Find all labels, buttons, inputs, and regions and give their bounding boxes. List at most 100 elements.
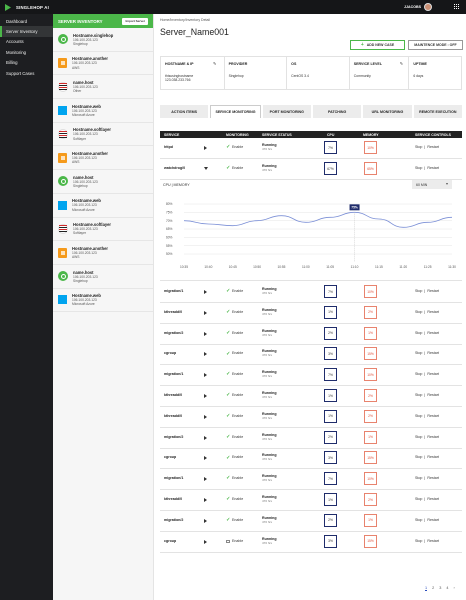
monitoring-checkbox[interactable]: ✓ [226, 165, 231, 172]
server-list-item[interactable]: name.host 106.100.203.123 Singlehop [53, 170, 153, 194]
server-list-item[interactable]: Hostname.web 106.100.203.123 Microsoft Azu… [53, 99, 153, 123]
apps-grid-icon[interactable] [454, 4, 460, 10]
server-list-item[interactable]: name.host 106.100.203.123 Singlehop [53, 265, 153, 289]
stop-button[interactable]: Stop [415, 309, 423, 314]
expand-arrow-icon[interactable] [204, 394, 207, 398]
stop-button[interactable]: Stop [415, 517, 423, 522]
sidebar-item-0[interactable]: Dashboard [6, 18, 28, 24]
restart-button[interactable]: Restart [427, 455, 439, 460]
expand-arrow-icon[interactable] [204, 498, 207, 502]
expand-arrow-icon[interactable] [204, 518, 207, 523]
sidebar-item-1[interactable]: Server Inventory [0, 26, 53, 37]
stop-button[interactable]: Stop [415, 145, 423, 149]
restart-button[interactable]: Restart [427, 413, 439, 418]
restart-button[interactable]: Restart [427, 145, 439, 149]
restart-button[interactable]: Restart [427, 289, 439, 293]
expand-arrow-icon[interactable] [204, 539, 207, 544]
stop-button[interactable]: Stop [415, 476, 423, 481]
monitoring-checkbox[interactable]: ✓ [226, 329, 231, 336]
tab-2[interactable]: PORT MONITORING [262, 105, 311, 118]
server-list-item[interactable]: Hostname.another 106.100.203.123 AWS [53, 52, 153, 76]
monitoring-checkbox[interactable]: ✓ [226, 496, 231, 503]
restart-button[interactable]: Restart [427, 309, 439, 314]
stop-button[interactable]: Stop [415, 413, 423, 418]
monitoring-checkbox[interactable]: ✓ [226, 371, 231, 378]
expand-arrow-icon[interactable] [204, 331, 207, 336]
page-link-1[interactable]: 1 [425, 586, 428, 591]
page-link-4[interactable]: 4 [446, 586, 449, 590]
monitoring-checkbox[interactable]: ✓ [226, 350, 231, 357]
restart-button[interactable]: Restart [427, 497, 439, 501]
restart-button[interactable]: Restart [427, 517, 439, 522]
restart-button[interactable]: Restart [427, 351, 439, 356]
page-link-2[interactable]: 2 [432, 586, 435, 590]
time-range-select[interactable]: 60 MIN [412, 180, 452, 189]
tab-0[interactable]: ACTION ITEMS [160, 105, 209, 118]
maintenance-mode-button[interactable]: MAINTENCE MODE : OFF [408, 40, 463, 50]
restart-button[interactable]: Restart [427, 330, 439, 335]
expand-arrow-icon[interactable] [204, 477, 207, 482]
server-list-item[interactable]: name.host 106.100.203.123 Other [53, 75, 153, 100]
monitoring-checkbox[interactable]: ✓ [226, 475, 231, 482]
app-logo[interactable]: SINGLEHOP AI [5, 3, 49, 11]
sidebar-item-2[interactable]: Accounts [6, 39, 24, 45]
monitoring-checkbox[interactable]: ✓ [226, 392, 231, 399]
expand-arrow-icon[interactable] [204, 290, 207, 294]
restart-button[interactable]: Restart [427, 538, 439, 543]
tab-1[interactable]: SERVICE MONITORING [210, 105, 261, 118]
stop-button[interactable]: Stop [415, 330, 423, 335]
stop-button[interactable]: Stop [415, 351, 423, 356]
server-list-item[interactable]: Hostname.web 106.100.203.123 Microsoft Azu… [53, 289, 153, 313]
import-server-button[interactable]: Import Server [122, 17, 148, 25]
stop-button[interactable]: Stop [415, 289, 423, 293]
sidebar-item-3[interactable]: Monitoring [6, 49, 27, 55]
expand-arrow-icon[interactable] [204, 146, 207, 150]
expand-arrow-icon[interactable] [204, 456, 207, 461]
server-list-item[interactable]: Hostname.softlayer 106.100.203.123 Softlay… [53, 123, 153, 147]
server-list-item[interactable]: Hostname.softlayer 106.100.203.123 Softlay… [53, 218, 153, 242]
expand-arrow-icon[interactable] [204, 435, 207, 440]
monitoring-checkbox[interactable]: ✓ [226, 144, 231, 151]
chart-tabs[interactable]: CPU | MEMORY [163, 183, 190, 187]
next-page-icon[interactable]: › [453, 586, 455, 590]
stop-button[interactable]: Stop [415, 372, 423, 377]
monitoring-checkbox[interactable]: ✓ [226, 433, 231, 440]
sidebar-item-4[interactable]: Billing [6, 60, 18, 66]
restart-button[interactable]: Restart [427, 476, 439, 481]
monitoring-checkbox[interactable] [226, 539, 230, 544]
restart-button[interactable]: Restart [427, 372, 439, 377]
restart-button[interactable]: Restart [427, 166, 439, 170]
tab-5[interactable]: REMOTE EXECUTION [413, 105, 462, 118]
stop-button[interactable]: Stop [415, 538, 423, 543]
page-link-3[interactable]: 3 [439, 586, 442, 590]
breadcrumb[interactable]: Home/Inventory/Inventory Detail [160, 18, 210, 22]
edit-icon[interactable]: ✎ [399, 61, 404, 66]
server-list-item[interactable]: Hostname.web 106.100.203.123 Microsoft Azu… [53, 194, 153, 218]
monitoring-checkbox[interactable]: ✓ [226, 309, 231, 316]
server-list-item[interactable]: Hostname.singlehop 106.100.203.123 Singleh… [53, 28, 153, 52]
stop-button[interactable]: Stop [415, 166, 423, 170]
tab-4[interactable]: URL MONITORING [363, 105, 412, 118]
expand-arrow-icon[interactable] [204, 167, 208, 170]
stop-button[interactable]: Stop [415, 497, 423, 501]
expand-arrow-icon[interactable] [204, 310, 207, 315]
sidebar-item-5[interactable]: Support Cases [6, 70, 35, 76]
stop-button[interactable]: Stop [415, 434, 423, 439]
server-list-item[interactable]: Hostname.another 106.100.203.123 AWS [53, 146, 153, 171]
server-list-item[interactable]: Hostname.another 106.100.203.123 AWS [53, 241, 153, 265]
edit-icon[interactable]: ✎ [213, 61, 217, 66]
expand-arrow-icon[interactable] [204, 352, 207, 357]
monitoring-checkbox[interactable]: ✓ [226, 288, 231, 295]
stop-button[interactable]: Stop [415, 393, 423, 397]
restart-button[interactable]: Restart [427, 393, 439, 397]
add-new-case-button[interactable]: + ADD NEW CASE [350, 40, 405, 50]
expand-arrow-icon[interactable] [204, 373, 207, 378]
monitoring-checkbox[interactable]: ✓ [226, 413, 231, 420]
user-menu[interactable]: JJACOBS [404, 3, 432, 11]
expand-arrow-icon[interactable] [204, 414, 207, 419]
stop-button[interactable]: Stop [415, 455, 423, 460]
monitoring-checkbox[interactable]: ✓ [226, 454, 231, 461]
tab-3[interactable]: PATCHING [312, 105, 362, 118]
monitoring-checkbox[interactable]: ✓ [226, 517, 231, 524]
restart-button[interactable]: Restart [427, 434, 439, 439]
